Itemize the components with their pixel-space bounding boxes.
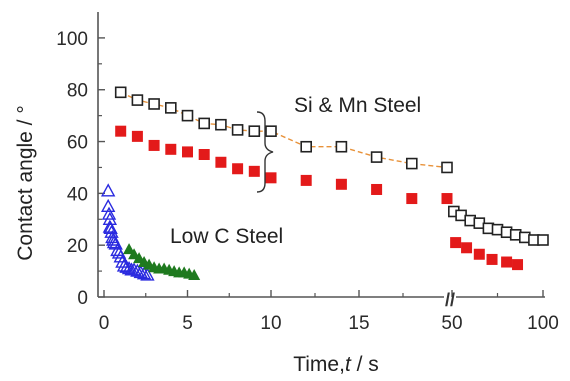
data-point: [148, 139, 160, 151]
xtick-label: 15: [348, 313, 369, 334]
data-point: [188, 268, 201, 280]
ytick-label: 20: [67, 236, 88, 257]
data-point: [501, 256, 513, 268]
data-point: [115, 125, 127, 137]
series-0: [114, 86, 549, 246]
data-point: [371, 183, 383, 195]
data-point: [486, 253, 498, 265]
data-point: [300, 140, 313, 153]
x-axis-label: Time,t / s: [293, 353, 379, 376]
x-axis-label-text: Time,: [293, 353, 345, 376]
ytick-label: 80: [67, 81, 88, 102]
data-point: [114, 86, 127, 99]
data-point: [198, 117, 210, 130]
series-1: [115, 125, 524, 271]
data-point: [123, 243, 136, 255]
data-point: [231, 124, 244, 136]
data-point: [101, 206, 117, 220]
data-point: [300, 174, 312, 186]
xtick-label: 100: [527, 313, 559, 334]
data-point: [165, 143, 177, 155]
data-point: [215, 156, 227, 168]
data-point: [100, 183, 116, 197]
data-point: [106, 235, 122, 249]
data-point: [441, 161, 453, 174]
ytick-label: 0: [77, 288, 88, 309]
data-point: [215, 118, 227, 131]
ytick-label: 60: [67, 133, 88, 154]
x-axis-label-unit: / s: [351, 353, 379, 376]
data-point: [370, 151, 383, 163]
ytick-label: 40: [67, 184, 88, 205]
data-point: [140, 267, 155, 281]
data-point: [130, 263, 145, 277]
data-point: [265, 172, 277, 184]
series-2: [100, 183, 155, 281]
annotation-low-c-steel: Low C Steel: [170, 225, 283, 248]
data-point: [335, 140, 348, 153]
data-point: [248, 165, 260, 177]
si-mn-brace: [256, 111, 274, 193]
data-point: [537, 234, 549, 246]
xtick-label: 50: [441, 313, 462, 334]
series-3: [123, 243, 201, 280]
data-point: [461, 242, 473, 254]
data-point: [131, 130, 143, 142]
data-point: [335, 178, 347, 190]
data-point: [406, 193, 418, 205]
data-point: [473, 248, 485, 260]
data-point: [441, 193, 453, 205]
xtick-label: 5: [182, 313, 193, 334]
xtick-label: 0: [99, 313, 110, 334]
data-point: [182, 146, 193, 158]
data-point: [198, 149, 210, 160]
ytick-labels: 0 20 40 60 80 100: [56, 29, 88, 309]
ytick-label: 100: [56, 29, 88, 50]
data-point: [181, 109, 194, 122]
data-point: [148, 98, 160, 110]
annotation-si-mn-steel: Si & Mn Steel: [294, 94, 421, 117]
data-point: [512, 259, 524, 271]
plot-layer: [97, 12, 549, 298]
data-point: [450, 237, 462, 249]
data-point: [165, 102, 177, 114]
data-point: [133, 264, 148, 279]
data-point: [405, 157, 418, 170]
xtick-label: 10: [260, 313, 281, 334]
data-point: [136, 266, 152, 280]
data-point: [131, 94, 144, 106]
xtick-labels: 0 5 10 15 50 100: [99, 313, 559, 334]
y-axis-label: Contact angle / °: [14, 105, 37, 261]
data-point: [113, 249, 128, 263]
data-point: [126, 262, 142, 276]
data-point: [265, 125, 277, 137]
x-axis-label-var: t: [345, 353, 352, 376]
data-point: [232, 163, 244, 175]
data-point: [248, 125, 261, 137]
axis-break-mark: //: [445, 290, 455, 310]
data-point: [100, 198, 116, 213]
